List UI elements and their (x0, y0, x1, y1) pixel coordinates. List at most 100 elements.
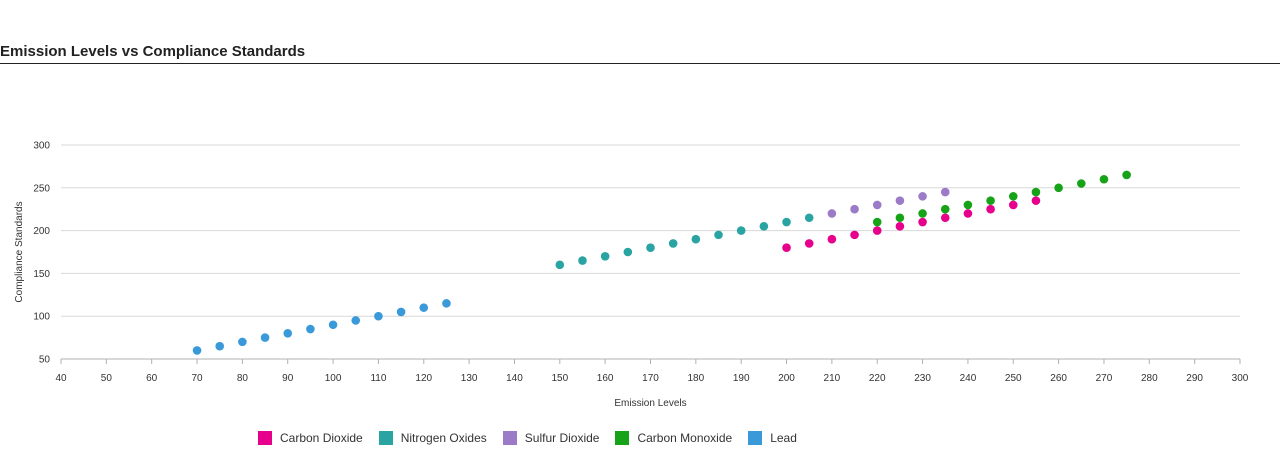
x-tick-label: 80 (237, 373, 249, 384)
data-point (192, 346, 202, 355)
legend-item[interactable]: Carbon Monoxide (615, 431, 732, 445)
x-tick-label: 150 (551, 373, 568, 384)
legend-item[interactable]: Carbon Dioxide (258, 431, 363, 445)
data-point (895, 222, 905, 231)
data-point (804, 213, 814, 223)
x-tick-label: 280 (1141, 373, 1158, 384)
x-tick-label: 270 (1096, 373, 1113, 384)
y-tick-label: 250 (33, 183, 50, 194)
data-point (850, 230, 859, 240)
legend-swatch (258, 431, 272, 445)
x-tick-label: 260 (1050, 373, 1067, 384)
data-point (940, 213, 950, 223)
x-tick-label: 290 (1186, 373, 1203, 384)
data-point (260, 333, 270, 342)
legend-swatch (378, 431, 393, 445)
data-point (555, 260, 565, 270)
x-tick-label: 230 (914, 373, 931, 384)
legend-label: Sulfur Dioxide (524, 431, 600, 445)
data-point (963, 200, 973, 210)
legend-swatch (502, 431, 517, 445)
chart-title: Emission Levels vs Compliance Standards (0, 43, 306, 60)
x-tick-label: 170 (642, 373, 659, 384)
data-point (827, 209, 837, 218)
data-point (1031, 187, 1041, 197)
data-point (1122, 170, 1131, 180)
data-point (895, 213, 905, 223)
data-point (872, 226, 882, 235)
x-tick-label: 50 (101, 373, 113, 384)
data-point (442, 299, 451, 308)
data-point (918, 192, 927, 201)
data-point (351, 316, 361, 325)
legend-item[interactable]: Sulfur Dioxide (502, 431, 600, 445)
x-tick-label: 140 (506, 373, 523, 384)
data-point (1099, 174, 1109, 184)
legend-label: Carbon Dioxide (280, 431, 363, 445)
data-point (328, 320, 338, 330)
x-tick-label: 130 (461, 373, 478, 384)
x-tick-label: 240 (960, 373, 977, 384)
legend-swatch (615, 431, 630, 445)
data-point (736, 226, 746, 235)
data-point (918, 217, 927, 227)
x-tick-label: 110 (370, 373, 386, 384)
data-point (782, 217, 791, 227)
data-point (238, 337, 247, 347)
x-tick-label: 250 (1005, 373, 1022, 384)
data-point (578, 256, 587, 265)
x-tick-label: 40 (55, 373, 67, 384)
data-point (374, 311, 383, 321)
data-point (804, 239, 814, 248)
data-point (646, 243, 655, 253)
data-point (986, 196, 995, 205)
chart-legend: Carbon Dioxide Nitrogen Oxides Sulfur Diox… (258, 430, 813, 446)
data-point (986, 204, 995, 214)
data-point (1054, 183, 1063, 193)
x-tick-label: 220 (869, 373, 886, 384)
y-tick-label: 100 (33, 312, 50, 323)
legend-label: Nitrogen Oxides (400, 431, 487, 445)
data-point (918, 209, 927, 218)
data-point (1076, 179, 1086, 188)
x-tick-label: 160 (597, 373, 614, 384)
data-point (419, 303, 429, 312)
legend-item[interactable]: Lead (748, 431, 797, 445)
x-tick-label: 60 (146, 373, 158, 384)
y-tick-label: 50 (39, 355, 51, 366)
x-tick-label: 190 (733, 373, 750, 384)
y-tick-label: 300 (33, 141, 50, 152)
x-tick-label: 70 (191, 373, 203, 384)
data-point (306, 324, 315, 334)
data-point (668, 239, 678, 248)
chart-header: Emission Levels vs Compliance Standards (0, 41, 1280, 64)
x-tick-label: 300 (1232, 373, 1249, 384)
data-point (283, 329, 293, 338)
data-point (759, 222, 769, 231)
y-axis-label: Compliance Standards (14, 201, 25, 302)
data-point (215, 341, 225, 351)
data-point (895, 196, 905, 205)
data-point (691, 234, 701, 244)
legend-label: Lead (770, 431, 797, 445)
x-tick-label: 210 (824, 373, 841, 384)
data-point (940, 187, 950, 197)
legend-label: Carbon Monoxide (637, 431, 733, 445)
data-point (850, 204, 859, 214)
legend-item[interactable]: Nitrogen Oxides (378, 431, 487, 445)
x-tick-label: 100 (325, 373, 342, 384)
data-point (1008, 192, 1018, 201)
data-point (782, 243, 791, 253)
data-point (600, 251, 610, 261)
data-point (872, 217, 882, 227)
y-tick-label: 150 (33, 269, 50, 280)
legend-swatch (748, 431, 763, 445)
x-tick-label: 120 (415, 373, 432, 384)
data-point (623, 247, 633, 257)
data-point (396, 307, 406, 317)
data-point (872, 200, 882, 210)
x-tick-label: 200 (778, 373, 795, 384)
y-tick-label: 200 (33, 226, 50, 237)
x-tick-label: 90 (282, 373, 294, 384)
